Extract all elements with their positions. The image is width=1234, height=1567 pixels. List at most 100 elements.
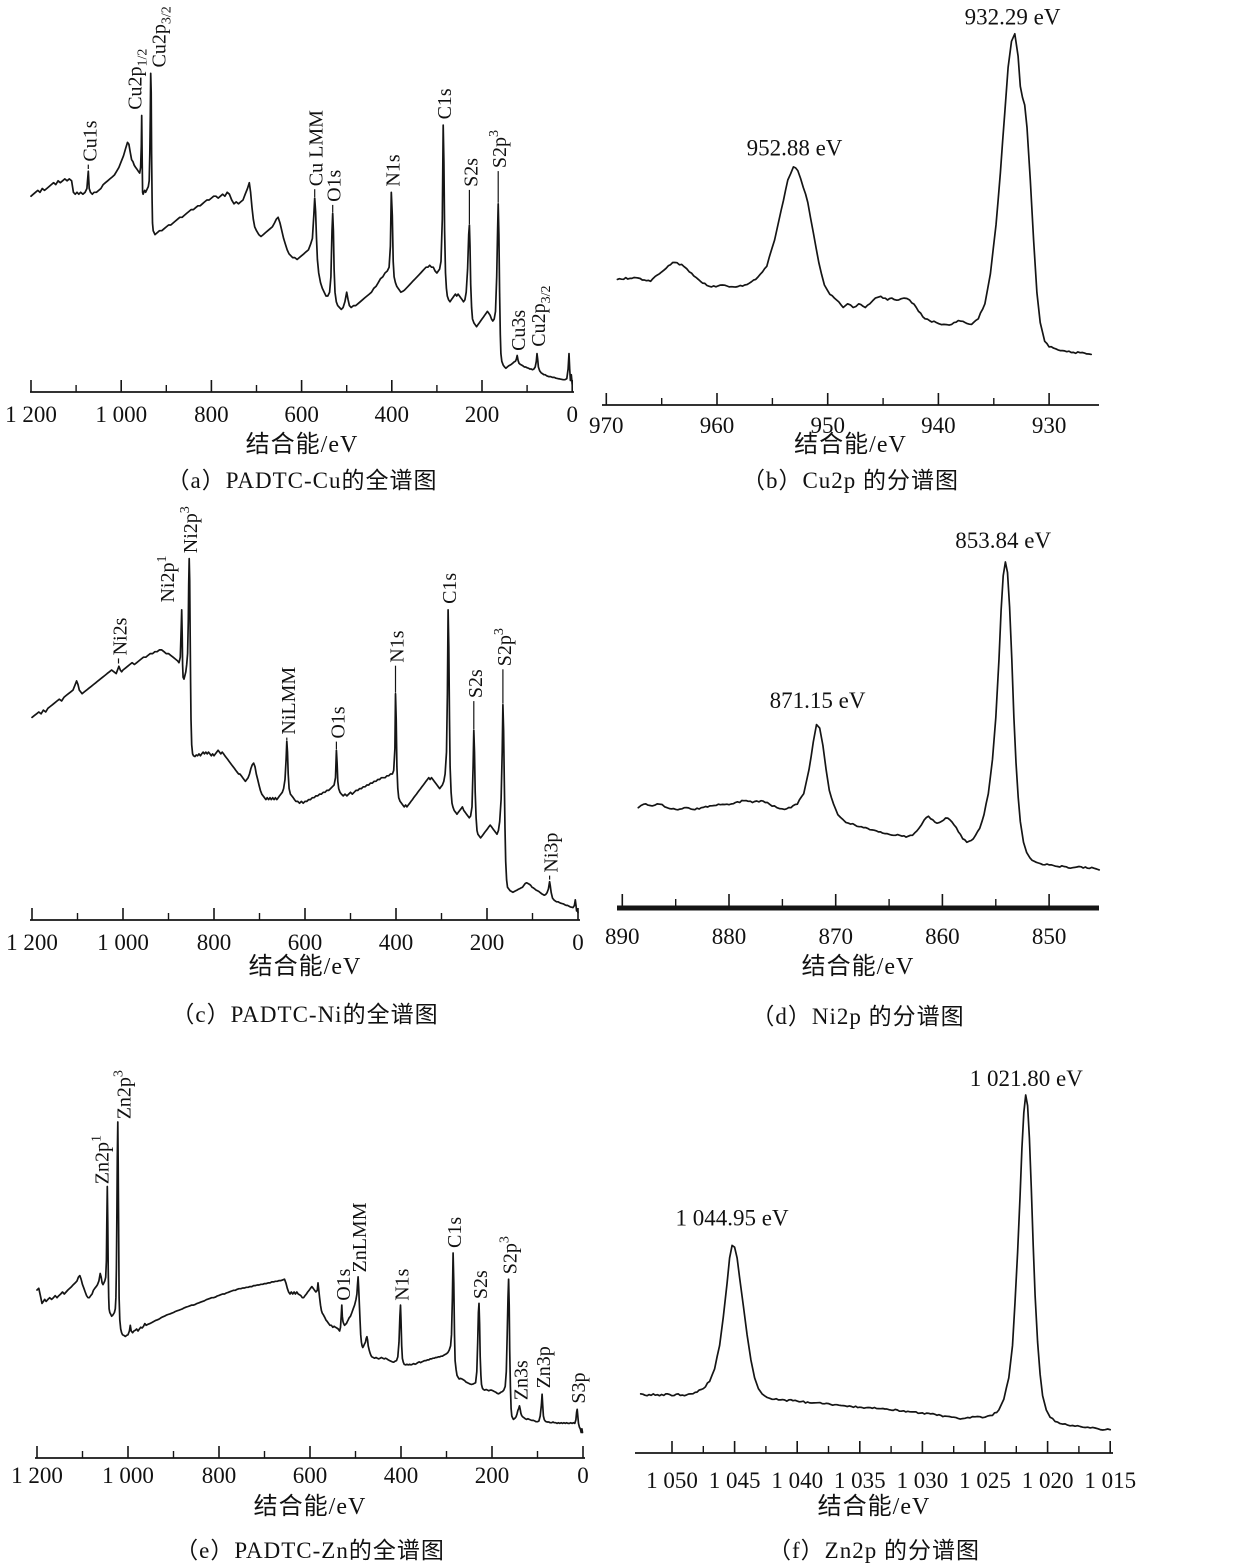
tick-label: 960 [700, 413, 735, 438]
tick-label: 1 015 [1084, 1468, 1136, 1493]
x-ticks: 890 880 870 860 850 [605, 894, 1066, 949]
peak-energy-label: 871.15 eV [770, 688, 866, 713]
tick-label: 600 [288, 930, 323, 955]
tick-label: 800 [194, 402, 229, 427]
spectrum-curve [30, 72, 574, 386]
tick-label: 1 000 [95, 402, 147, 427]
peak-label: C1s [439, 573, 461, 604]
plot-a: 1 200 1 000 800 600 400 200 0Cu1sCu2p1/2Cu2p3/… [5, 6, 578, 427]
plot-d: 890 880 870 860 850 871.15 eV 853.84 eV [605, 528, 1101, 949]
tick-label: 1 035 [834, 1468, 886, 1493]
tick-label: 800 [202, 1463, 237, 1488]
x-axis-title-b: 结合能/eV [794, 432, 907, 458]
tick-label: 870 [818, 924, 853, 949]
peak-label: Ni2s [110, 617, 132, 655]
panel-a-survey-padtc-cu: 1 200 1 000 800 600 400 200 0 Cu1s Cu2p1/2 Cu2p3/… [0, 0, 617, 500]
peak-labels: 952.88 eV 932.29 eV [747, 4, 1061, 160]
peak-label: Cu LMM [306, 110, 328, 186]
tick-label: 850 [1032, 924, 1067, 949]
x-axis-title-d: 结合能/eV [801, 954, 915, 980]
x-axis-title-f: 结合能/eV [817, 1494, 931, 1520]
spectrum-curve [36, 1121, 584, 1434]
caption-b: （b）Cu2p 的分谱图 [741, 468, 960, 493]
peak-labels: 1 044.95 eV 1 021.80 eV [676, 1066, 1084, 1231]
tick-label: 400 [379, 930, 414, 955]
tick-label: 0 [577, 1463, 589, 1488]
tick-label: 1 200 [5, 402, 57, 427]
panel-f-detail-zn2p: 1 050 1 045 1 040 1 035 1 030 1 025 1 020 1 015… [570, 1040, 1234, 1567]
panel-b-detail-cu2p: 970 960 950 940 930 952.88 eV 932.29 eV 结合能/eV… [570, 0, 1234, 500]
peak-label: N1s [392, 1268, 414, 1300]
tick-label: 880 [712, 924, 747, 949]
tick-label: 200 [465, 402, 500, 427]
tick-label: 1 000 [102, 1463, 154, 1488]
x-ticks: 1 200 1 000 800 600 400 200 0 [6, 908, 584, 955]
x-ticks: 1 050 1 045 1 040 1 035 1 030 1 025 1 020 1 015 [646, 1441, 1136, 1493]
tick-label: 1 025 [959, 1468, 1011, 1493]
tick-label: 400 [384, 1463, 419, 1488]
tick-label: 600 [293, 1463, 328, 1488]
peak-label: Cu2p1/2 [124, 49, 150, 110]
tick-label: 400 [375, 402, 410, 427]
peak-label: Zn2p1 [90, 1135, 114, 1184]
peak-energy-label: 853.84 eV [955, 528, 1051, 553]
peak-label: Cu2p3/2 [528, 285, 554, 346]
tick-label: 1 045 [709, 1468, 761, 1493]
peak-label: S2s [465, 669, 487, 698]
peak-label: N1s [387, 630, 409, 662]
tick-label: 1 030 [897, 1468, 949, 1493]
peak-label: N1s [382, 154, 404, 186]
caption-a: （a）PADTC-Cu的全谱图 [166, 468, 438, 493]
peak-label: Zn2p3 [112, 1070, 136, 1119]
caption-e: （e）PADTC-Zn的全谱图 [175, 1538, 445, 1563]
tick-label: 0 [572, 930, 584, 955]
panel-e-survey-padtc-zn: 1 200 1 000 800 600 400 200 0 Zn2p1 Zn2p3 O1s ZnLM… [0, 1040, 617, 1567]
tick-label: 940 [921, 413, 956, 438]
peak-label: S2s [470, 1270, 492, 1299]
spectrum-curve [639, 1094, 1112, 1431]
peak-label: O1s [324, 169, 346, 201]
peak-label: Zn3s [511, 1360, 533, 1400]
plot-b: 970 960 950 940 930 952.88 eV 932.29 eV [589, 4, 1099, 438]
tick-label: 890 [605, 924, 640, 949]
peak-label: Ni2p3 [178, 506, 202, 553]
tick-label: 200 [470, 930, 505, 955]
tick-label: 930 [1032, 413, 1067, 438]
x-axis-title-e: 结合能/eV [253, 1494, 367, 1520]
peak-energy-label: 932.29 eV [965, 4, 1061, 29]
peak-label: Cu3s [508, 310, 530, 351]
plot-c: 1 200 1 000 800 600 400 200 0 Ni2s Ni2p1 Ni2p3 NiL… [6, 506, 584, 955]
peak-label: Cu2p3/2 [148, 6, 174, 67]
tick-label: 860 [925, 924, 960, 949]
x-ticks: 1 200 1 000 800 600 400 200 0 [5, 380, 578, 427]
x-ticks: 970 960 950 940 930 [589, 393, 1066, 438]
tick-label: 1 040 [771, 1468, 823, 1493]
x-axis-title-a: 结合能/eV [245, 432, 359, 458]
tick-label: 1 050 [646, 1468, 698, 1493]
x-ticks: 1 200 1 000 800 600 400 200 0 [11, 1446, 589, 1488]
peak-label: S2p3 [498, 1236, 522, 1274]
peak-label: S2p3 [487, 130, 511, 168]
tick-label: 1 000 [97, 930, 149, 955]
spectrum-curve [31, 557, 579, 914]
panel-d-detail-ni2p: 890 880 870 860 850 871.15 eV 853.84 eV 结合能/eV… [570, 500, 1234, 1040]
spectrum-curve [616, 32, 1093, 356]
peak-label: C1s [444, 1217, 466, 1248]
plot-f: 1 050 1 045 1 040 1 035 1 030 1 025 1 020 1 015… [635, 1066, 1136, 1493]
tick-label: 1 200 [11, 1463, 63, 1488]
tick-label: 0 [566, 402, 578, 427]
caption-f: （f）Zn2p 的分谱图 [768, 1538, 980, 1563]
tick-label: 800 [197, 930, 232, 955]
tick-label: 970 [589, 413, 624, 438]
panel-c-survey-padtc-ni: 1 200 1 000 800 600 400 200 0 Ni2s Ni2p1 Ni2p3 NiL… [0, 500, 617, 1040]
peak-energy-label: 952.88 eV [747, 136, 843, 161]
tick-label: 200 [475, 1463, 510, 1488]
peak-labels: 871.15 eV 853.84 eV [770, 528, 1052, 713]
peak-label: S2p3 [492, 628, 516, 666]
spectrum-curve [637, 561, 1101, 871]
tick-label: 950 [810, 413, 845, 438]
